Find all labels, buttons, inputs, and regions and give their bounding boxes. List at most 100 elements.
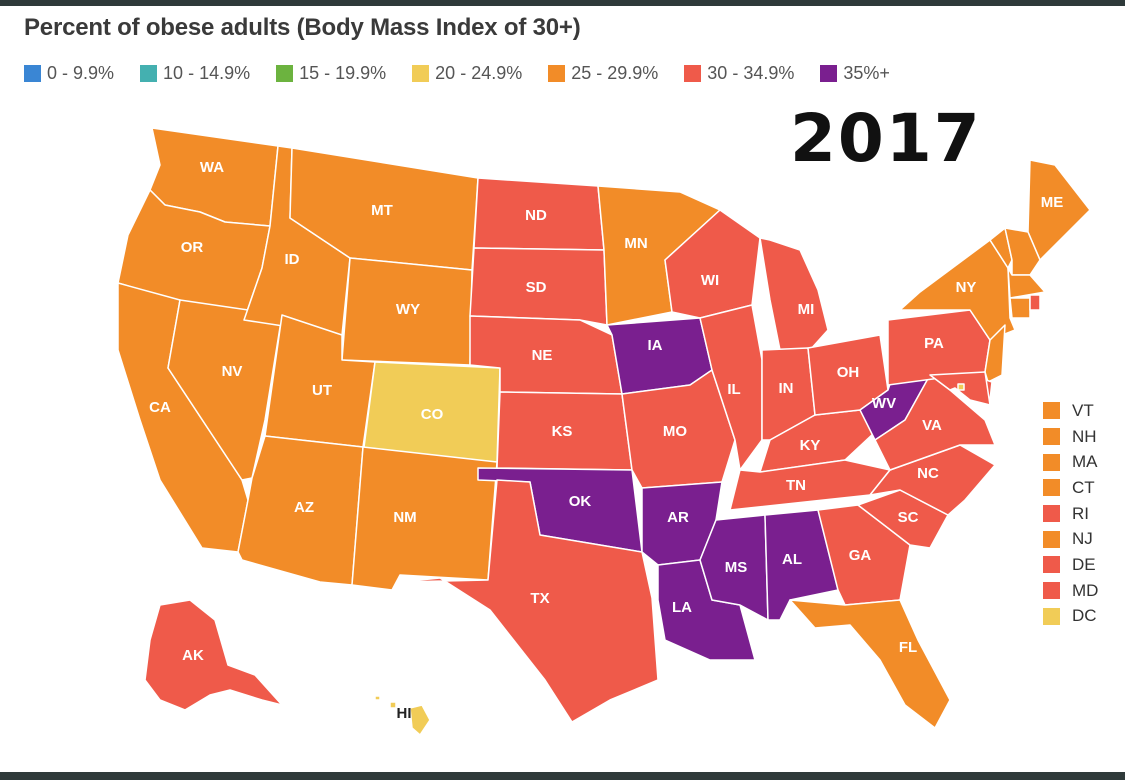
small-state-swatch xyxy=(1043,505,1060,523)
state-label-or: OR xyxy=(181,239,204,256)
state-il xyxy=(699,304,763,471)
state-label-ca: CA xyxy=(149,399,171,416)
small-state-label: CT xyxy=(1072,477,1095,497)
state-nm xyxy=(351,446,498,591)
legend-label: 30 - 34.9% xyxy=(707,62,795,83)
small-state-swatch xyxy=(1043,402,1060,420)
small-state-label: RI xyxy=(1072,503,1089,523)
small-state-legend-item: DC xyxy=(1043,604,1098,630)
small-state-legend-item: CT xyxy=(1043,475,1098,501)
state-label-sc: SC xyxy=(898,509,919,526)
small-state-label: NH xyxy=(1072,426,1097,446)
small-states-legend: VT NH MA CT RI NJ DE MD DC xyxy=(1043,398,1098,629)
small-state-swatch xyxy=(1043,453,1060,471)
state-label-ky: KY xyxy=(800,437,821,454)
state-label-ne: NE xyxy=(532,347,553,364)
state-label-va: VA xyxy=(922,417,942,434)
state-label-il: IL xyxy=(727,381,740,398)
state-label-ms: MS xyxy=(725,559,748,576)
small-state-label: DE xyxy=(1072,554,1096,574)
state-ak xyxy=(144,599,283,711)
small-state-legend-item: MA xyxy=(1043,449,1098,475)
small-state-swatch xyxy=(1043,479,1060,497)
map-title: Percent of obese adults (Body Mass Index… xyxy=(24,14,581,41)
legend-item: 25 - 29.9% xyxy=(548,63,658,84)
year-label: 2017 xyxy=(790,100,982,177)
small-state-legend-item: NJ xyxy=(1043,526,1098,552)
legend-swatch xyxy=(684,64,702,82)
state-fl xyxy=(789,599,951,729)
small-state-swatch xyxy=(1043,428,1060,446)
state-ma xyxy=(1007,267,1046,299)
legend-label: 20 - 24.9% xyxy=(435,62,523,83)
state-ct xyxy=(1009,297,1031,319)
small-state-label: MA xyxy=(1072,452,1098,472)
state-label-id: ID xyxy=(285,251,300,268)
state-label-mi: MI xyxy=(798,301,815,318)
state-label-ga: GA xyxy=(849,547,872,564)
state-label-mo: MO xyxy=(663,423,687,440)
state-label-pa: PA xyxy=(924,335,944,352)
state-label-fl: FL xyxy=(899,639,917,656)
small-state-label: VT xyxy=(1072,400,1094,420)
state-label-nv: NV xyxy=(222,363,243,380)
small-state-swatch xyxy=(1043,556,1060,574)
legend-swatch xyxy=(24,64,41,82)
legend-swatch xyxy=(820,64,838,82)
state-sd xyxy=(469,247,608,326)
legend-label: 35%+ xyxy=(843,62,890,83)
small-state-label: DC xyxy=(1072,606,1097,626)
small-state-swatch xyxy=(1043,607,1060,625)
state-label-nc: NC xyxy=(917,465,939,482)
small-state-swatch xyxy=(1043,530,1060,548)
state-dc xyxy=(957,383,965,391)
state-label-az: AZ xyxy=(294,499,314,516)
state-ny xyxy=(899,239,1016,341)
state-ri xyxy=(1029,294,1041,311)
legend-item: 10 - 14.9% xyxy=(140,63,250,84)
state-label-la: LA xyxy=(672,599,692,616)
state-label-ar: AR xyxy=(667,509,689,526)
state-label-mn: MN xyxy=(624,235,647,252)
legend-swatch xyxy=(412,64,430,82)
state-label-co: CO xyxy=(421,406,444,423)
state-va xyxy=(874,374,996,471)
state-label-wi: WI xyxy=(701,272,719,289)
legend-swatch xyxy=(140,64,158,82)
state-label-ak: AK xyxy=(182,647,204,664)
small-state-legend-item: VT xyxy=(1043,398,1098,424)
small-state-legend-item: NH xyxy=(1043,424,1098,450)
top-border xyxy=(0,0,1125,6)
legend-item: 35%+ xyxy=(820,63,890,84)
state-mi xyxy=(759,237,829,351)
state-label-hi: HI xyxy=(397,705,412,722)
state-label-tn: TN xyxy=(786,477,806,494)
legend-item: 30 - 34.9% xyxy=(684,63,794,84)
small-state-legend-item: DE xyxy=(1043,552,1098,578)
state-hi xyxy=(374,695,431,736)
legend-item: 20 - 24.9% xyxy=(412,63,522,84)
state-label-nd: ND xyxy=(525,207,547,224)
state-sc xyxy=(857,489,949,549)
legend-swatch xyxy=(548,64,566,82)
legend-swatch xyxy=(276,64,294,82)
legend-label: 15 - 19.9% xyxy=(299,62,387,83)
state-label-me: ME xyxy=(1041,194,1064,211)
state-label-ny: NY xyxy=(956,279,977,296)
state-mo xyxy=(621,369,736,489)
color-legend: 0 - 9.9% 10 - 14.9% 15 - 19.9% 20 - 24.9% 25… xyxy=(24,60,916,86)
state-tx xyxy=(399,479,659,723)
state-label-al: AL xyxy=(782,551,802,568)
state-label-ok: OK xyxy=(569,493,592,510)
state-label-oh: OH xyxy=(837,364,860,381)
state-label-wa: WA xyxy=(200,159,224,176)
state-nj xyxy=(984,324,1006,383)
small-state-swatch xyxy=(1043,582,1060,600)
state-label-mt: MT xyxy=(371,202,393,219)
legend-label: 0 - 9.9% xyxy=(47,62,115,83)
small-state-legend-item: MD xyxy=(1043,578,1098,604)
state-label-in: IN xyxy=(779,380,794,397)
legend-label: 25 - 29.9% xyxy=(571,62,659,83)
small-state-label: NJ xyxy=(1072,529,1093,549)
